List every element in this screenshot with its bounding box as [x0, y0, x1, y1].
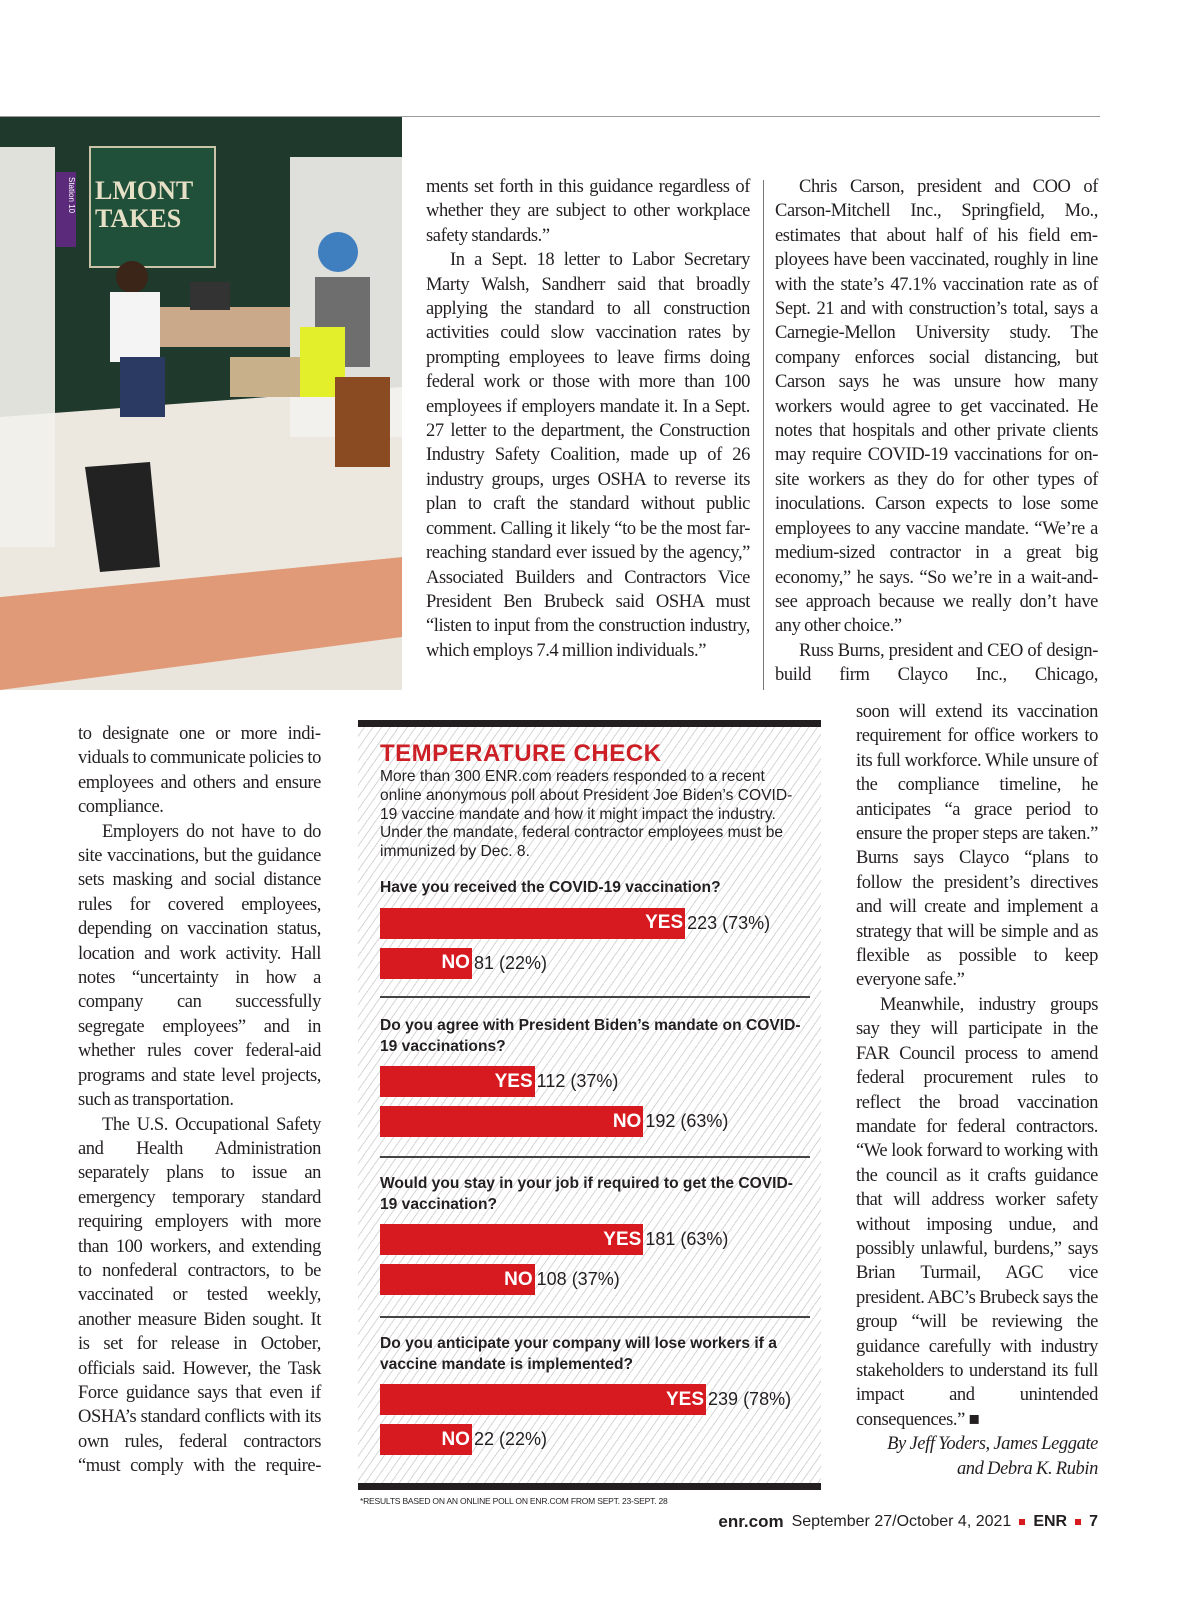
poll-question-text: Do you anticipate your company will lose…	[380, 1335, 777, 1373]
question-divider	[380, 1316, 810, 1318]
byline: By Jeff Yoders, James Leggate and Debra …	[887, 1434, 1098, 1479]
poll-bar-value: 112 (37%)	[536, 1071, 619, 1091]
poll-bar-value: 223 (73%)	[687, 912, 771, 933]
poll-bar-value: 81 (22%)	[473, 952, 547, 973]
page-number: 7	[1089, 1513, 1098, 1530]
article-column-left: to designate one or more indi­viduals to…	[78, 722, 321, 1479]
sign-text-1: LMONT	[95, 176, 193, 205]
poll-answer-row: YES 112 (37%)	[380, 1066, 810, 1097]
poll-footnote: *RESULTS BASED ON AN ONLINE POLL ON ENR.…	[360, 1496, 668, 1506]
poll-question: Would you stay in your job if required t…	[380, 1174, 810, 1295]
poll-bar-no: NO	[380, 1424, 472, 1455]
column-divider	[763, 180, 764, 690]
sidebar-intro: More than 300 ENR.com readers responded …	[380, 768, 793, 861]
paragraph: ments set forth in this guidance regardl…	[426, 177, 750, 246]
footer-site: enr.com	[718, 1512, 784, 1531]
poll-bar-value: 181 (63%)	[645, 1229, 729, 1249]
poll-answer-row: NO 81 (22%)	[380, 947, 810, 979]
photo-vaccination-site: LMONT TAKES Station 10	[0, 117, 402, 690]
poll-bar-value: 192 (63%)	[645, 1111, 729, 1131]
paragraph: In a Sept. 18 letter to Labor Secretary …	[426, 250, 750, 661]
poll-question-text: Do you agree with President Biden’s mand…	[380, 1017, 801, 1055]
poll-question: Do you anticipate your company will lose…	[380, 1334, 810, 1455]
article-column-right-bottom: soon will extend its vaccination require…	[856, 700, 1098, 1481]
station-label: Station 10	[67, 177, 76, 214]
article-column-middle: ments set forth in this guidance regardl…	[426, 175, 750, 663]
sign-text-2: TAKES	[95, 204, 181, 233]
temperature-check-sidebar: TEMPERATURE CHECK More than 300 ENR.com …	[358, 720, 821, 1490]
sidebar-top-bar	[358, 720, 821, 727]
poll-bar-no: NO	[380, 947, 472, 979]
red-square-icon	[1075, 1519, 1082, 1525]
poll-answer-row: YES 223 (73%)	[380, 907, 810, 939]
poll-answer-row: YES 181 (63%)	[380, 1224, 810, 1255]
poll-bar-no: NO	[380, 1106, 644, 1137]
paragraph: Meanwhile, industry groups say they will…	[856, 994, 1098, 1430]
paragraph: The U.S. Occupational Safety and Health …	[78, 1114, 321, 1477]
article-column-right-top: Chris Carson, president and COO of Carso…	[775, 175, 1098, 688]
top-rule	[0, 116, 1100, 117]
footer-date: September 27/October 4, 2021	[791, 1513, 1012, 1530]
paragraph: Chris Carson, president and COO of Carso…	[775, 177, 1098, 637]
question-divider	[380, 996, 810, 998]
page-footer: enr.com September 27/October 4, 2021 ENR…	[718, 1512, 1098, 1532]
paragraph: Employers do not have to do site vaccina…	[78, 821, 321, 1111]
poll-answer-row: NO 22 (22%)	[380, 1424, 810, 1455]
poll-question: Have you received the COVID-19 vaccinati…	[380, 878, 810, 979]
poll-question-text: Have you received the COVID-19 vaccinati…	[380, 879, 721, 896]
poll-bar-yes: YES	[380, 1066, 535, 1097]
poll-answer-row: NO 192 (63%)	[380, 1106, 810, 1137]
poll-bar-yes: YES	[380, 1384, 707, 1415]
footer-brand: ENR	[1033, 1513, 1068, 1530]
question-divider	[380, 1156, 810, 1158]
poll-answer-row: NO 108 (37%)	[380, 1264, 810, 1295]
poll-bar-value: 108 (37%)	[536, 1269, 620, 1289]
paragraph: soon will extend its vaccination require…	[856, 702, 1098, 991]
poll-question: Do you agree with President Biden’s mand…	[380, 1016, 810, 1137]
poll-bar-value: 239 (78%)	[708, 1389, 792, 1409]
paragraph: to designate one or more indi­viduals to…	[78, 724, 321, 818]
poll-question-text: Would you stay in your job if required t…	[380, 1175, 793, 1213]
red-square-icon	[1019, 1519, 1026, 1525]
poll-bar-yes: YES	[380, 907, 686, 939]
poll-bar-yes: YES	[380, 1224, 644, 1255]
poll-bar-no: NO	[380, 1264, 535, 1295]
sidebar-bottom-bar	[358, 1483, 821, 1490]
poll-bar-value: 22 (22%)	[473, 1429, 547, 1449]
sidebar-title: TEMPERATURE CHECK	[380, 740, 662, 767]
poll-answer-row: YES 239 (78%)	[380, 1384, 810, 1415]
paragraph: Russ Burns, president and CEO of design-…	[775, 640, 1098, 686]
